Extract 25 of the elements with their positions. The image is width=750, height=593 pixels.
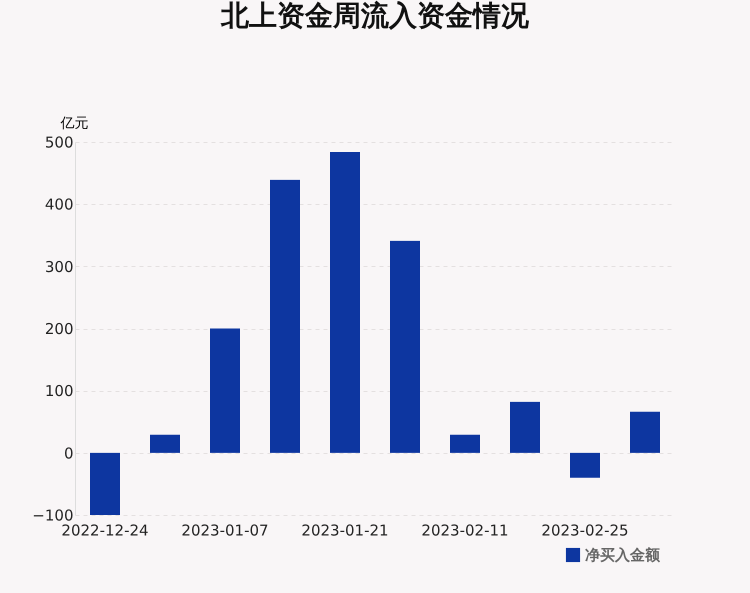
bar (270, 180, 300, 453)
y-tick-label: 200 (44, 320, 74, 338)
bar (330, 152, 360, 453)
bar (150, 434, 180, 453)
y-tick-label: 500 (44, 134, 74, 152)
chart-title: 北上资金周流入资金情况 (220, 0, 530, 32)
x-tick-label: 2023-01-21 (301, 522, 389, 540)
x-tick-label: 2023-01-07 (181, 522, 269, 540)
y-axis-title: 亿元 (60, 116, 88, 132)
x-tick-label: 2023-02-25 (541, 522, 629, 540)
x-tick-label: 2023-02-11 (421, 522, 509, 540)
y-tick-label: 400 (44, 196, 74, 214)
y-tick-label: −100 (32, 506, 74, 524)
bar (90, 452, 120, 515)
bar (210, 328, 240, 453)
bar (390, 240, 420, 453)
bar (630, 412, 660, 453)
y-tick-label: 300 (44, 258, 74, 276)
y-tick-label: 100 (44, 382, 74, 400)
bar (510, 402, 540, 453)
bar (570, 452, 600, 478)
x-tick-label: 2022-12-24 (61, 522, 149, 540)
legend-label: 净买入金额 (585, 546, 661, 564)
y-tick-label: 0 (64, 444, 74, 462)
bar (450, 434, 480, 453)
